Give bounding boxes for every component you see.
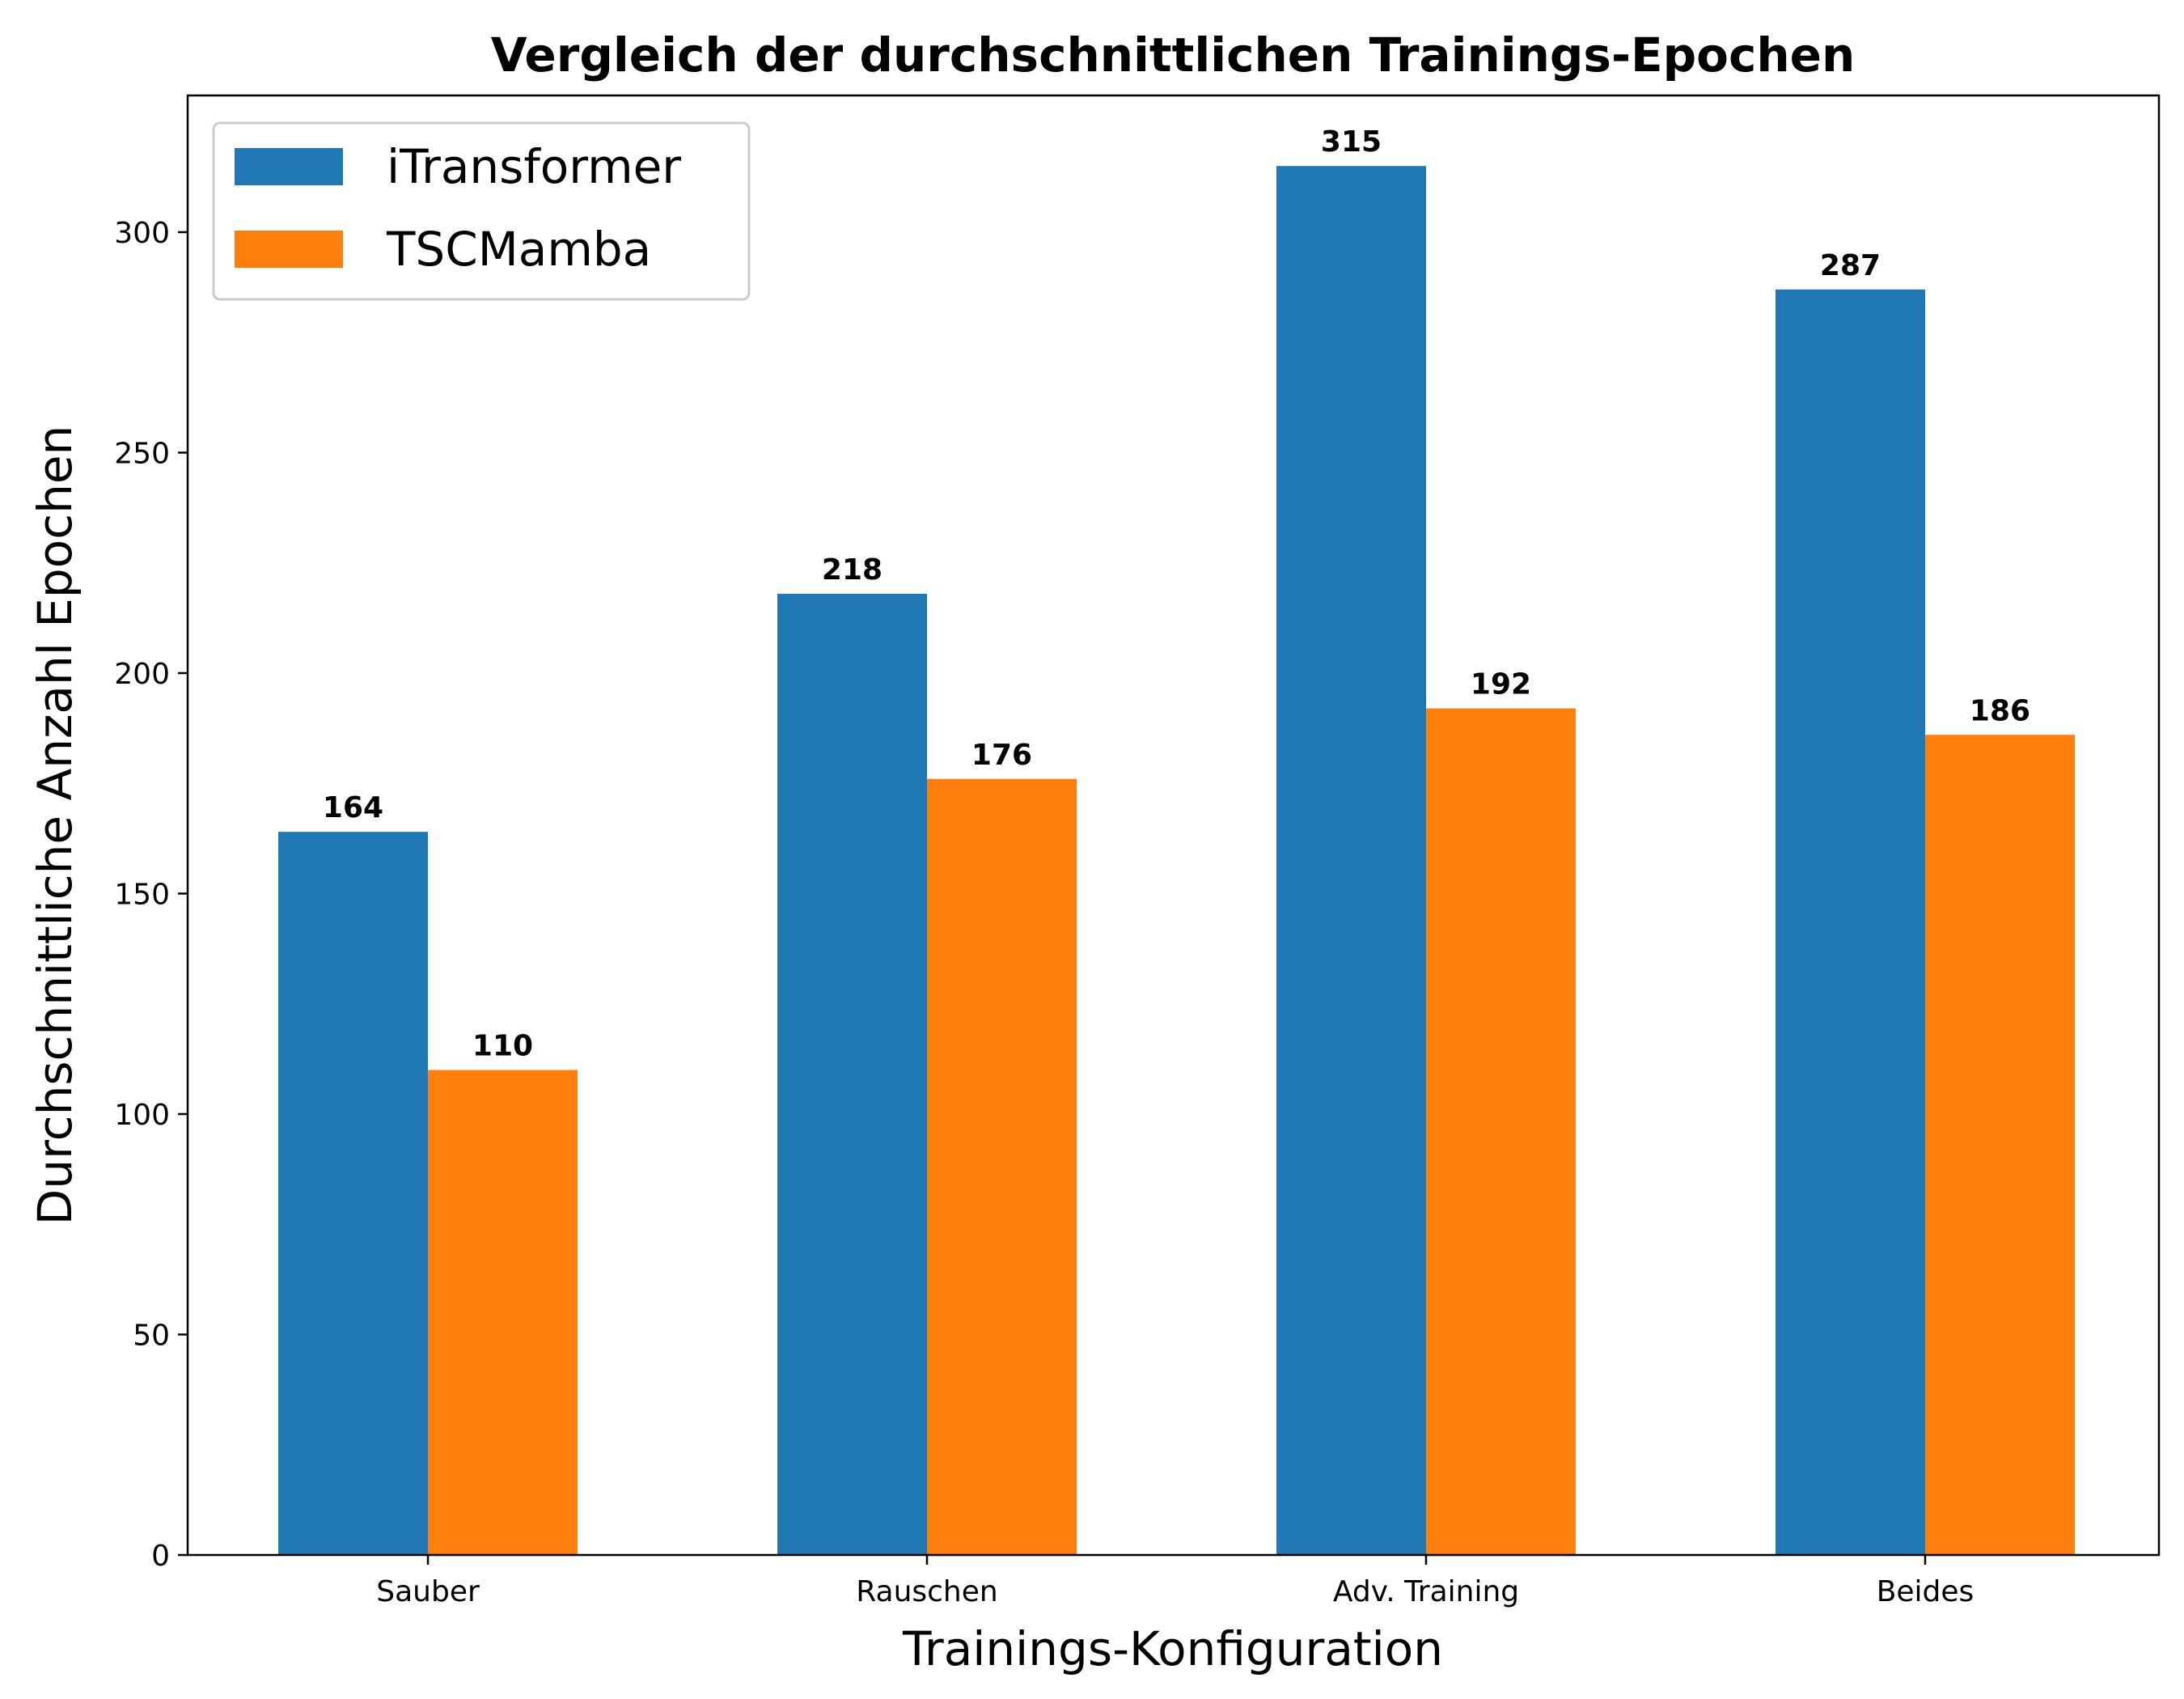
legend-label-tscmamba: TSCMamba (386, 222, 651, 277)
y-tick-label: 100 (114, 1099, 170, 1132)
legend: iTransformer TSCMamba (212, 121, 751, 301)
y-axis-label: Durchschnittliche Anzahl Epochen (28, 426, 83, 1226)
bar-value-label: 164 (323, 791, 383, 824)
bar-itransformer (1776, 289, 1925, 1555)
bar-value-label: 186 (1970, 694, 2030, 727)
x-tick-label: Rauschen (856, 1575, 997, 1608)
plot-frame (186, 94, 2161, 1557)
y-tick-label: 0 (151, 1540, 170, 1573)
bar-itransformer (278, 832, 428, 1555)
x-tick-label: Adv. Training (1333, 1575, 1519, 1608)
bar-value-label: 110 (472, 1029, 533, 1062)
bar-series (278, 166, 2075, 1556)
x-tick-label: Sauber (376, 1575, 480, 1608)
bar-value-label: 287 (1820, 249, 1881, 282)
y-tick-label: 250 (114, 437, 170, 470)
bar-value-label: 218 (822, 553, 882, 587)
y-tick-label: 50 (133, 1319, 170, 1352)
bar-itransformer (777, 593, 927, 1555)
bar-tscmamba (927, 778, 1077, 1555)
y-tick-label: 300 (114, 217, 170, 250)
bar-value-label: 176 (971, 739, 1032, 772)
y-axis: 0 50 100 150 200 250 300 (114, 217, 188, 1573)
legend-swatch-itransformer (235, 148, 343, 185)
legend-label-itransformer: iTransformer (387, 139, 681, 194)
x-tick-label: Beides (1877, 1575, 1974, 1608)
bar-tscmamba (1426, 708, 1576, 1555)
chart-title: Vergleich der durchschnittlichen Trainin… (491, 28, 1856, 83)
x-axis-label: Trainings-Konfiguration (902, 1621, 1443, 1676)
bar-value-label: 315 (1321, 125, 1382, 159)
legend-box (212, 121, 751, 301)
y-tick-label: 200 (114, 658, 170, 691)
bar-value-labels: 164 218 315 287 110 176 192 186 (323, 125, 2030, 1062)
bar-itransformer (1276, 166, 1426, 1556)
x-axis: Sauber Rauschen Adv. Training Beides (376, 1555, 1974, 1608)
bar-value-label: 192 (1471, 668, 1531, 701)
bar-tscmamba (428, 1070, 578, 1555)
bar-tscmamba (1925, 735, 2075, 1555)
y-tick-label: 150 (114, 878, 170, 911)
legend-swatch-tscmamba (235, 231, 343, 268)
